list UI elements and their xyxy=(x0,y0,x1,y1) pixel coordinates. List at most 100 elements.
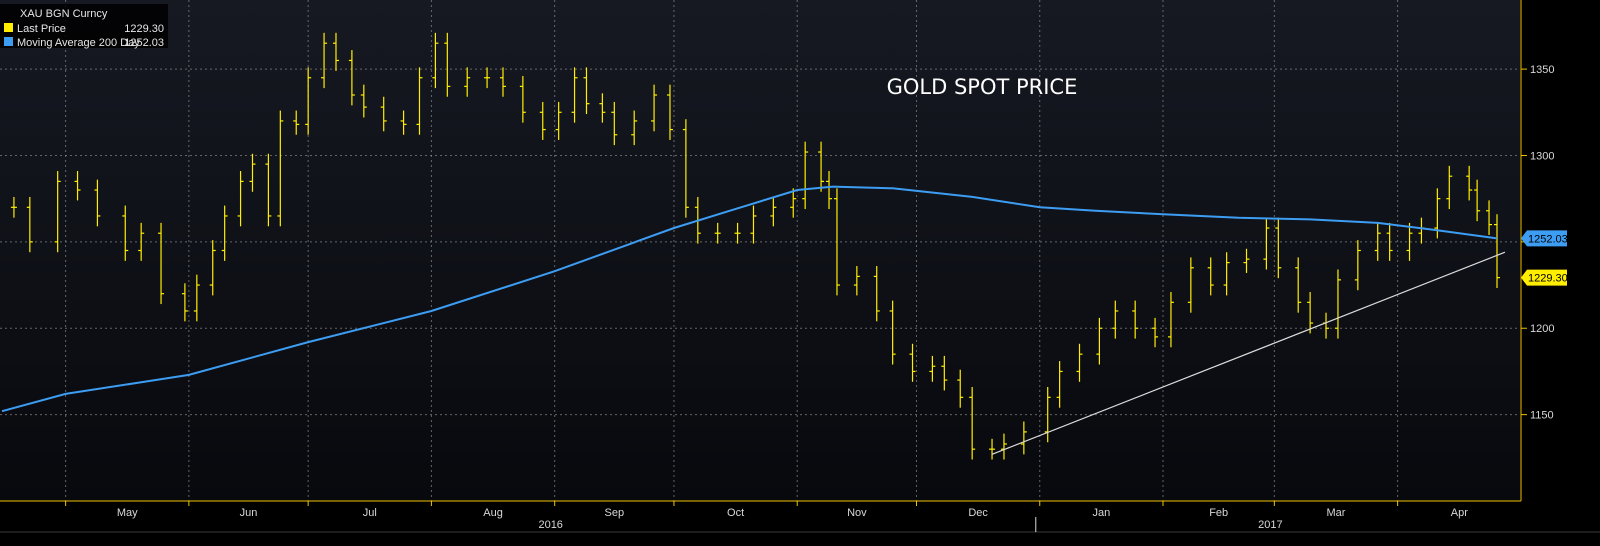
price-bar xyxy=(1354,240,1361,291)
price-bar xyxy=(54,171,61,253)
price-bar xyxy=(74,171,81,201)
price-bar xyxy=(666,84,673,140)
price-bar xyxy=(209,240,216,296)
x-tick-label: Aug xyxy=(483,507,503,519)
legend-box xyxy=(0,4,168,48)
x-tick-label: Sep xyxy=(605,507,625,519)
price-bar xyxy=(499,67,506,97)
year-label: 2016 xyxy=(538,519,562,531)
plot-background xyxy=(0,0,1520,501)
x-tick-label: Nov xyxy=(847,507,867,519)
series-layer xyxy=(1,32,1506,460)
price-bar xyxy=(802,141,809,210)
price-bar xyxy=(631,110,638,146)
price-bar xyxy=(941,355,948,391)
legend-ticker: XAU BGN Curncy xyxy=(20,8,108,20)
price-bar xyxy=(826,171,833,210)
price-bar xyxy=(1056,361,1063,408)
x-tick-label: Feb xyxy=(1209,507,1228,519)
price-bar xyxy=(237,171,244,227)
price-bar xyxy=(10,196,17,218)
price-bar xyxy=(555,101,562,140)
legend: XAU BGN Curncy Last Price 1229.30 Moving… xyxy=(0,4,168,49)
price-bar xyxy=(265,153,272,227)
price-bar xyxy=(432,32,439,89)
price-bar xyxy=(929,355,936,382)
price-bar xyxy=(1374,222,1381,261)
price-bar xyxy=(734,222,741,244)
price-bar xyxy=(682,119,689,218)
price-bar xyxy=(321,32,328,89)
moving-average-line xyxy=(1,185,1498,413)
price-bar xyxy=(293,110,300,135)
last-value-tag: 1229.30 xyxy=(1521,269,1568,286)
price-bar xyxy=(539,101,546,140)
price-bar xyxy=(833,188,840,296)
price-bar xyxy=(221,205,228,261)
price-bar xyxy=(714,222,721,244)
price-bar xyxy=(750,205,757,244)
price-bar xyxy=(1112,300,1119,339)
price-bar xyxy=(909,343,916,382)
price-bar xyxy=(989,438,996,460)
price-bar xyxy=(651,84,658,132)
price-bar xyxy=(249,153,256,192)
price-bar xyxy=(583,67,590,115)
price-bar xyxy=(26,196,33,253)
price-bar xyxy=(889,300,896,365)
price-bar xyxy=(1474,179,1481,222)
price-bar xyxy=(1020,421,1027,455)
price-bar xyxy=(1334,269,1341,339)
price-bar xyxy=(599,93,606,123)
price-bar xyxy=(571,67,578,123)
price-bar xyxy=(611,101,618,146)
price-bar xyxy=(1096,317,1103,365)
price-bar xyxy=(138,222,145,261)
price-bar xyxy=(277,110,284,227)
year-label: 2017 xyxy=(1258,519,1282,531)
price-bar xyxy=(1307,291,1314,334)
price-bar xyxy=(1486,200,1493,235)
grid-layer xyxy=(0,0,1520,501)
price-bar xyxy=(1207,257,1214,296)
legend-swatch-last-price xyxy=(4,23,13,32)
price-bar xyxy=(464,67,471,97)
price-bar xyxy=(158,222,165,305)
y-tick-label: 1150 xyxy=(1530,410,1554,422)
legend-value-last-price: 1229.30 xyxy=(124,23,164,35)
y-tick-label: 1350 xyxy=(1530,64,1554,76)
price-bar xyxy=(1187,257,1194,313)
price-bar xyxy=(94,179,101,227)
x-tick-label: Dec xyxy=(968,507,988,519)
price-bar xyxy=(332,32,339,71)
axis-layer xyxy=(0,0,1600,533)
price-bar xyxy=(1132,300,1139,339)
price-bar xyxy=(444,32,451,97)
price-bar xyxy=(1223,252,1230,296)
y-tick-label: 1200 xyxy=(1530,323,1554,335)
x-tick-label: Oct xyxy=(727,507,744,519)
legend-value-moving-average: 1252.03 xyxy=(124,37,164,49)
price-bar xyxy=(790,188,797,218)
price-bar xyxy=(519,76,526,123)
x-tick-label: May xyxy=(117,507,138,519)
price-bar xyxy=(853,266,860,296)
price-bar xyxy=(360,84,367,118)
price-bar xyxy=(1000,433,1007,460)
price-bar xyxy=(1406,222,1413,261)
price-bar xyxy=(122,205,129,261)
price-bar xyxy=(1243,248,1250,273)
price-bar xyxy=(1386,222,1393,261)
price-bar xyxy=(1152,317,1159,348)
price-bar xyxy=(380,96,387,132)
last-value-tag: 1252.03 xyxy=(1521,230,1568,247)
y-tick-label: 1300 xyxy=(1530,150,1554,162)
price-bar xyxy=(1494,214,1500,288)
price-bar xyxy=(193,274,200,322)
price-bar xyxy=(969,386,976,460)
price-bar xyxy=(348,50,355,106)
svg-text:1229.30: 1229.30 xyxy=(1528,273,1568,285)
price-bar xyxy=(1275,217,1282,279)
price-bar xyxy=(181,283,188,322)
svg-text:1252.03: 1252.03 xyxy=(1528,233,1568,245)
